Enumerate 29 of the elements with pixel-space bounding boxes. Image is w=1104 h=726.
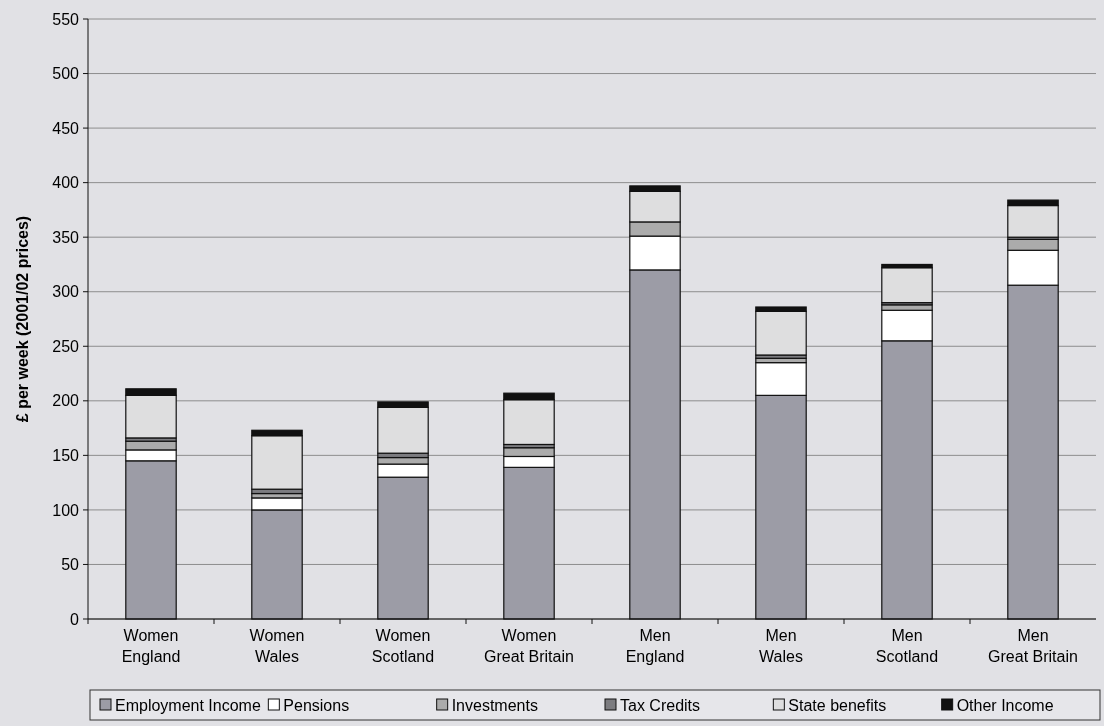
y-tick-label: 250 bbox=[52, 337, 80, 355]
x-tick-label: Women Great Britain bbox=[484, 627, 574, 665]
y-tick-label: 300 bbox=[52, 283, 80, 301]
x-tick-label: Men Great Britain bbox=[988, 627, 1078, 665]
y-tick-label: 150 bbox=[52, 446, 80, 464]
y-tick-label: 400 bbox=[52, 174, 80, 192]
y-axis-title: £ per week (2001/02 prices) bbox=[14, 215, 31, 423]
y-tick-label: 100 bbox=[52, 501, 80, 519]
bar bbox=[881, 267, 933, 304]
y-tick-label: 0 bbox=[70, 610, 80, 628]
legend-label: Tax Credits bbox=[620, 696, 701, 714]
legend-label: Other Income bbox=[956, 696, 1054, 714]
y-tick-label: 450 bbox=[52, 119, 80, 137]
y-tick-label: 200 bbox=[52, 392, 80, 410]
x-tick-label: Men England bbox=[625, 627, 685, 665]
x-tick-label: Men Wales bbox=[759, 627, 803, 665]
legend-label: Investments bbox=[451, 696, 538, 714]
y-tick-label: 500 bbox=[52, 65, 80, 83]
bar bbox=[755, 310, 807, 356]
legend-label: Pensions bbox=[283, 696, 350, 714]
x-tick-label: Women Wales bbox=[249, 627, 305, 665]
y-tick-label: 350 bbox=[52, 228, 80, 246]
legend-label: Employment Income bbox=[115, 696, 261, 714]
y-tick-label: 50 bbox=[61, 556, 80, 574]
x-tick-label: Men Scotland bbox=[875, 627, 939, 665]
x-tick-label: Women England bbox=[121, 627, 181, 665]
y-tick-label: 550 bbox=[52, 10, 80, 28]
legend-label: State benefits bbox=[788, 696, 887, 714]
x-tick-label: Women Scotland bbox=[371, 627, 435, 665]
